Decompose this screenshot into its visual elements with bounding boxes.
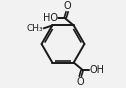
Text: HO: HO	[43, 13, 58, 23]
Text: O: O	[64, 1, 71, 11]
Text: OH: OH	[90, 65, 105, 75]
Text: O: O	[76, 77, 84, 87]
Text: CH₃: CH₃	[27, 24, 43, 33]
